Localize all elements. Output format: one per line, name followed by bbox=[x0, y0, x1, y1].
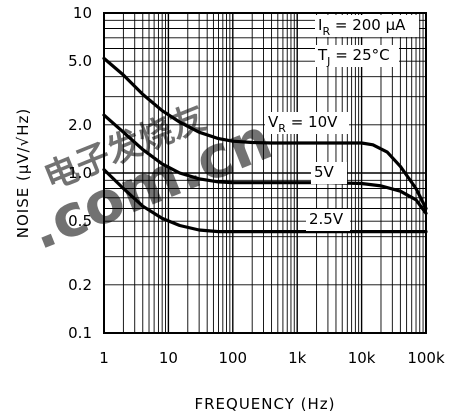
y-tick-label: 2.0 bbox=[68, 116, 92, 134]
watermark: 电子发烧友 .com.cn bbox=[20, 98, 281, 263]
y-tick-label: 1.0 bbox=[68, 164, 92, 182]
series-label-1-bg bbox=[265, 112, 349, 134]
series-label-3: 2.5V bbox=[309, 210, 344, 228]
x-tick-label: 1 bbox=[99, 349, 109, 367]
y-tick-label: 10 bbox=[73, 4, 92, 22]
series-label-2: 5V bbox=[314, 163, 335, 181]
y-tick-label: 0.2 bbox=[68, 276, 92, 294]
tj-condition-label: TJ = 25°C bbox=[317, 46, 390, 68]
series-group bbox=[102, 56, 428, 234]
annotations: IR = 200 μA TJ = 25°C VR = 10V 5V 2.5V bbox=[265, 15, 419, 231]
series-label-1: VR = 10V bbox=[268, 113, 338, 135]
y-tick-label: 5.0 bbox=[68, 52, 92, 70]
y-tick-labels: 0.1 0.2 0.5 1.0 2.0 5.0 10 bbox=[68, 4, 92, 342]
series-label-2-bg bbox=[311, 162, 347, 184]
x-tick-label: 100k bbox=[407, 349, 445, 367]
ir-condition-label-bg bbox=[315, 15, 419, 37]
x-tick-labels: 1 10 100 1k 10k 100k bbox=[99, 349, 445, 367]
y-tick-label: 0.5 bbox=[68, 212, 92, 230]
x-tick-label: 10k bbox=[348, 349, 376, 367]
x-axis-title: FREQUENCY (Hz) bbox=[194, 395, 335, 413]
series-label-3-bg bbox=[306, 209, 350, 231]
ir-condition-label: IR = 200 μA bbox=[318, 16, 406, 38]
x-tick-label: 10 bbox=[159, 349, 178, 367]
y-axis-title: NOISE (μV/√Hz) bbox=[14, 108, 32, 239]
y-tick-label: 0.1 bbox=[68, 324, 92, 342]
plot-frame bbox=[103, 12, 427, 334]
series-line-1 bbox=[102, 56, 428, 211]
x-tick-label: 100 bbox=[218, 349, 247, 367]
x-tick-label: 1k bbox=[288, 349, 307, 367]
series-line-2 bbox=[102, 113, 428, 215]
series-line-3 bbox=[102, 168, 428, 234]
grid bbox=[104, 13, 426, 333]
tj-condition-label-bg bbox=[315, 45, 399, 67]
